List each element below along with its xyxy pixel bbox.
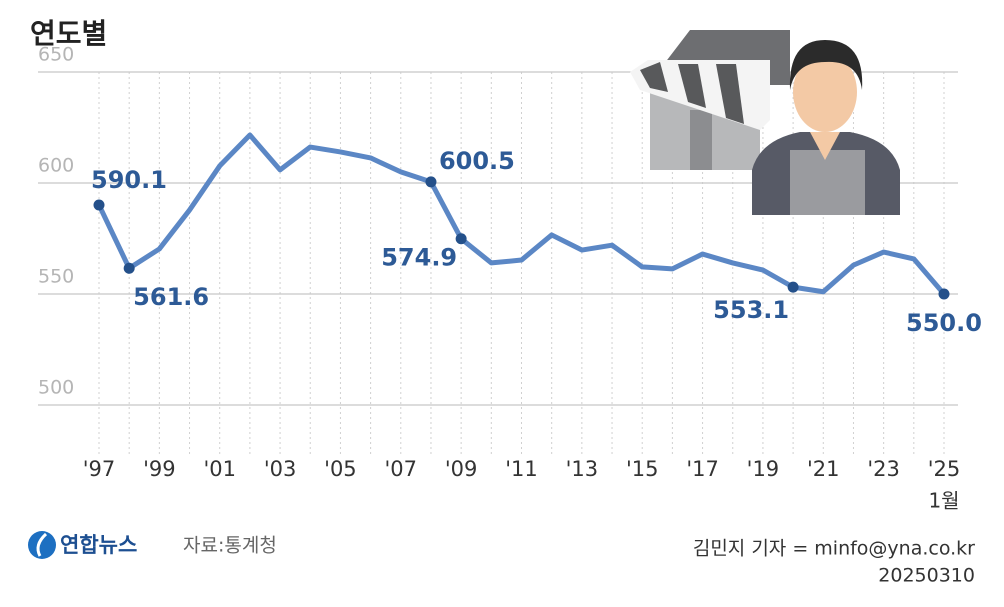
value-label: 600.5 (439, 147, 515, 175)
x-tick-label: '99 (143, 457, 176, 481)
point (938, 288, 950, 300)
chart-title: 연도별 (30, 17, 107, 50)
x-tick-label: '03 (264, 457, 297, 481)
plot: 500 550 600 650 '97 '99 '01 '03 '05 '07 '09 '11 '13 '… (38, 44, 982, 513)
x-tick-label: '21 (807, 457, 840, 481)
point (425, 176, 437, 188)
x-tick-label: '17 (686, 457, 719, 481)
credit: 김민지 기자 = minfo@yna.co.kr (693, 538, 975, 560)
value-label: 561.6 (133, 283, 209, 311)
value-label: 590.1 (91, 166, 167, 194)
y-tick-label: 500 (38, 377, 74, 399)
x-tick-label: '13 (566, 457, 599, 481)
point (123, 262, 135, 274)
logo: 연합뉴스 (28, 531, 137, 559)
point (455, 233, 467, 245)
x-tick-label: '19 (747, 457, 780, 481)
x-tick-label: '15 (626, 457, 659, 481)
point (787, 281, 799, 293)
x-tick-label: '07 (385, 457, 418, 481)
x-tick-label: '09 (445, 457, 478, 481)
x-tick-label: '23 (867, 457, 900, 481)
x-note: 1월 (928, 489, 959, 513)
y-tick-label: 550 (38, 266, 74, 288)
value-label: 574.9 (381, 244, 457, 272)
x-tick-label: '05 (324, 457, 357, 481)
logo-text: 연합뉴스 (60, 533, 137, 557)
point (93, 199, 105, 211)
y-tick-label: 600 (38, 155, 74, 177)
x-tick-label: '11 (505, 457, 538, 481)
y-tick-label: 650 (38, 44, 74, 66)
x-tick-label: '01 (203, 457, 236, 481)
value-label: 553.1 (713, 296, 789, 324)
illustration (630, 30, 900, 215)
x-tick-label: '97 (83, 457, 116, 481)
line (96, 132, 946, 296)
x-tick-label: '25 (928, 457, 961, 481)
value-label: 550.0 (906, 309, 982, 337)
source: 자료:통계청 (183, 535, 277, 557)
date: 20250310 (878, 565, 975, 587)
